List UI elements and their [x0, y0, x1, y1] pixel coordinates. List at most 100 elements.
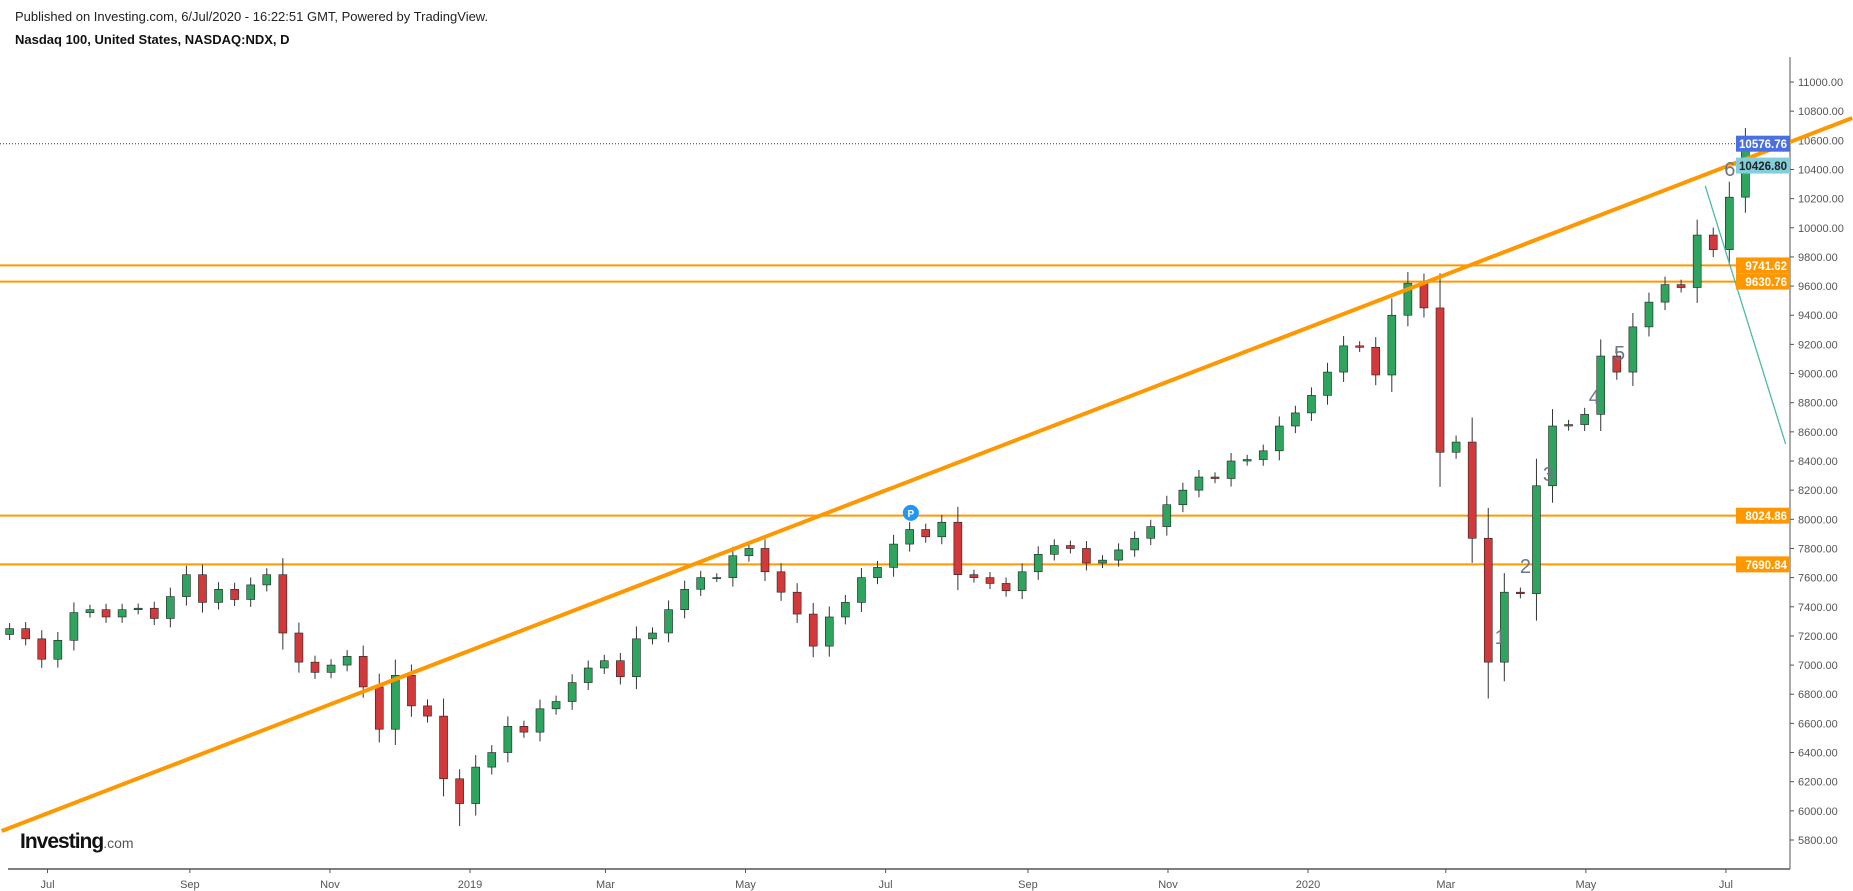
- candle-up: [182, 574, 191, 597]
- published-caption: Published on Investing.com, 6/Jul/2020 -…: [15, 9, 489, 24]
- price-tick-label: 10600.00: [1798, 135, 1844, 147]
- candle-up: [1291, 412, 1300, 427]
- price-tick-label: 6400.00: [1798, 748, 1838, 760]
- candle-up: [1242, 459, 1252, 462]
- candle-down: [808, 613, 818, 647]
- candle-down: [1371, 347, 1381, 376]
- wave-label: 4: [1589, 387, 1600, 409]
- time-tick-label: Mar: [596, 879, 615, 891]
- candle-up: [166, 596, 175, 619]
- candle-up: [632, 638, 641, 678]
- price-tick-label: 7600.00: [1798, 573, 1838, 585]
- candle-up: [1049, 545, 1059, 555]
- candle-up: [1387, 314, 1397, 376]
- price-tick-label: 7400.00: [1798, 602, 1838, 614]
- price-tick-label: 10200.00: [1798, 194, 1844, 206]
- candle-down: [1435, 307, 1445, 453]
- candle-down: [519, 726, 529, 733]
- price-tick-label: 10800.00: [1798, 106, 1844, 118]
- candle-up: [1548, 425, 1557, 487]
- candle-up: [712, 577, 722, 579]
- candle-up: [889, 543, 898, 568]
- price-tick-label: 6000.00: [1798, 806, 1838, 818]
- price-tick-label: 7800.00: [1798, 543, 1838, 555]
- time-tick-label: May: [1575, 879, 1596, 891]
- candle-down: [985, 577, 995, 584]
- candle-up: [53, 639, 63, 660]
- candle-up: [1178, 489, 1188, 506]
- candle-down: [407, 674, 416, 707]
- candle-down: [1676, 284, 1686, 288]
- time-tick-label: Mar: [1436, 879, 1455, 891]
- candle-up: [1146, 526, 1156, 539]
- time-tick-label: May: [735, 879, 756, 891]
- candle-up: [1307, 395, 1316, 414]
- candle-up: [391, 674, 400, 730]
- projection-line: [1704, 185, 1787, 445]
- logo-suffix: .com: [103, 835, 134, 851]
- level-price-badge: 7690.84: [1745, 560, 1787, 572]
- candle-up: [69, 612, 79, 641]
- time-tick-label: Jul: [41, 879, 55, 891]
- candle-up: [214, 588, 223, 603]
- price-tick-label: 11000.00: [1798, 77, 1843, 89]
- candle-up: [1226, 460, 1236, 479]
- candle-down: [969, 574, 979, 578]
- candle-up: [583, 667, 593, 683]
- time-tick-label: Jul: [1719, 879, 1733, 891]
- price-tick-label: 5800.00: [1798, 835, 1838, 847]
- price-tick-label: 6600.00: [1798, 718, 1838, 730]
- level-price-badge-bg: [1736, 556, 1790, 573]
- candle-up: [1194, 476, 1204, 491]
- price-tick-label: 7200.00: [1798, 631, 1838, 643]
- candle-down: [1066, 545, 1075, 549]
- price-tick-label: 9800.00: [1798, 252, 1838, 264]
- candle-down: [294, 632, 304, 663]
- time-tick-label: Jul: [879, 879, 893, 891]
- candle-down: [439, 715, 448, 780]
- candle-down: [1210, 476, 1220, 479]
- candle-up: [857, 577, 866, 603]
- candle-up: [648, 632, 657, 640]
- candle-down: [374, 686, 384, 730]
- candle-down: [101, 609, 111, 618]
- candle-up: [841, 602, 850, 618]
- level-price-badge-bg: [1736, 507, 1790, 524]
- price-tick-label: 9400.00: [1798, 310, 1838, 322]
- level-price-badge-bg: [1736, 257, 1790, 274]
- candle-down: [616, 660, 625, 678]
- candle-up: [1628, 326, 1638, 373]
- price-tick-label: 8000.00: [1798, 514, 1838, 526]
- candle-down: [776, 571, 786, 593]
- candle-down: [1001, 583, 1011, 592]
- candle-up: [567, 682, 577, 702]
- price-tick-label: 8600.00: [1798, 427, 1838, 439]
- candle-up: [117, 609, 127, 618]
- candle-up: [696, 577, 706, 590]
- pivot-marker-icon: [902, 504, 919, 521]
- price-tick-label: 9600.00: [1798, 281, 1838, 293]
- candle-up: [1033, 553, 1043, 573]
- candle-up: [85, 609, 95, 613]
- level-price-badge: 8024.86: [1745, 511, 1787, 523]
- candle-down: [1419, 282, 1429, 309]
- candle-up: [1564, 424, 1573, 427]
- price-tick-label: 10400.00: [1798, 164, 1844, 176]
- time-tick-label: Sep: [1018, 879, 1038, 891]
- candle-up: [1596, 355, 1606, 415]
- candle-up: [1130, 537, 1139, 551]
- candle-down: [792, 591, 802, 615]
- time-tick-label: Nov: [320, 879, 340, 891]
- candle-up: [5, 628, 14, 635]
- investing-logo: Investing.com: [20, 830, 134, 854]
- candle-up: [1532, 485, 1541, 594]
- candle-up: [1114, 549, 1123, 561]
- price-tick-label: 8200.00: [1798, 485, 1838, 497]
- candle-down: [198, 574, 207, 603]
- candle-up: [873, 567, 882, 578]
- candle-down: [1082, 548, 1091, 564]
- candle-down: [921, 529, 931, 538]
- candle-up: [503, 726, 513, 753]
- candle-up: [1692, 234, 1702, 288]
